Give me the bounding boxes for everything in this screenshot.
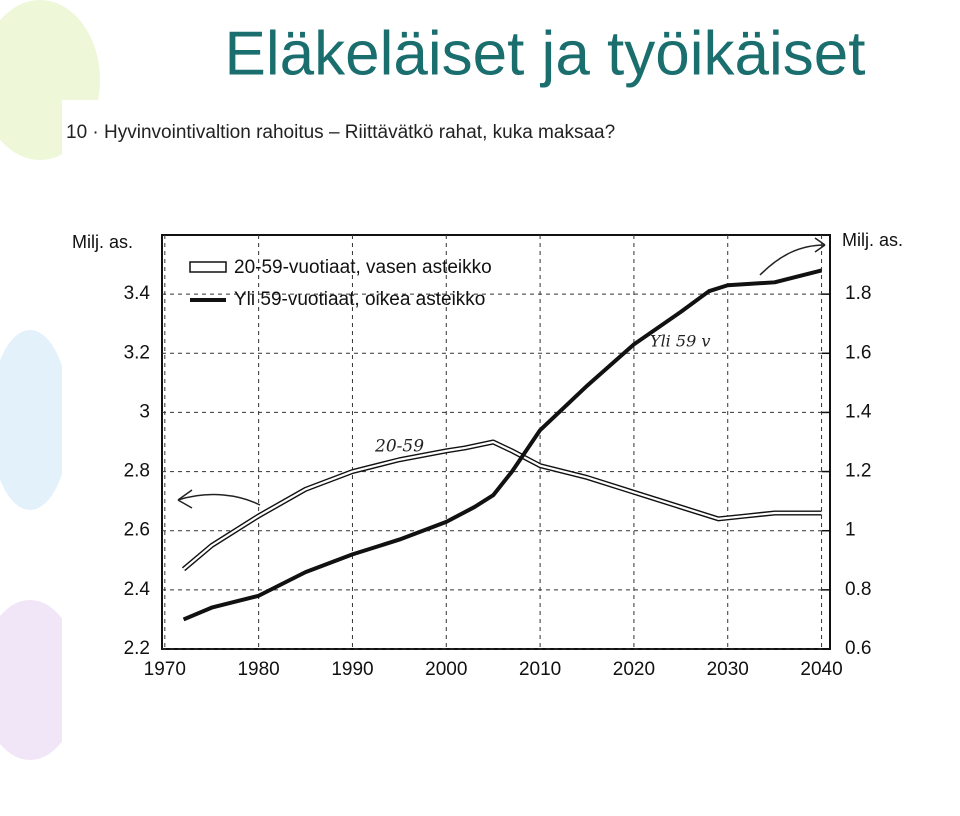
series-line <box>182 268 823 622</box>
y-tick-label: 2.8 <box>124 461 150 482</box>
y-tick-label: 3.2 <box>124 342 150 363</box>
x-tick-label: 1970 <box>144 659 186 680</box>
y2-tick-label: 1 <box>845 520 856 541</box>
decor <box>0 600 80 760</box>
x-tick-label: 2010 <box>519 659 561 680</box>
y-tick-label: 2.4 <box>124 579 151 600</box>
legend-swatch <box>189 261 227 273</box>
y2-tick-label: 1.2 <box>845 461 871 482</box>
x-tick-label: 1980 <box>237 659 279 680</box>
slide-title: Eläkeläiset ja työikäiset <box>225 19 866 88</box>
y2-tick-label: 1.6 <box>845 342 871 363</box>
y2-tick-label: 0.8 <box>845 579 871 600</box>
x-tick-label: 1990 <box>331 659 373 680</box>
y2-tick-label: 1.8 <box>845 283 871 304</box>
annotation: 20-59 <box>374 437 424 457</box>
hand-arrow <box>177 489 261 509</box>
y2-axis-label: Milj. as. <box>842 230 903 250</box>
x-tick-label: 2000 <box>425 659 467 680</box>
x-tick-label: 2040 <box>800 659 842 680</box>
annotation: Yli 59 v <box>650 332 710 351</box>
legend-label: Yli 59-vuotiaat, oikea asteikko <box>234 289 485 310</box>
y-tick-label: 2.6 <box>124 520 150 541</box>
plot: 2.2 2.4 2.6 2.8 3 3.2 3.4 0.6 0.8 1 1.2 1.4 1.6 1.8 19… <box>124 234 872 680</box>
decor <box>0 330 70 510</box>
series-line-inner <box>182 440 822 570</box>
y2-tick-label: 0.6 <box>845 638 871 659</box>
x-tick-label: 2020 <box>613 659 655 680</box>
page-header: 10 · Hyvinvointivaltion rahoitus – Riitt… <box>66 122 615 143</box>
scan <box>62 100 960 811</box>
y-tick-label: 3.4 <box>124 283 151 304</box>
hand-arrow <box>759 237 826 276</box>
y-tick-label: 2.2 <box>124 638 150 659</box>
plot-frame <box>161 234 831 650</box>
y-tick-label: 3 <box>139 401 150 422</box>
y-axis-label: Milj. as. <box>72 232 133 252</box>
legend-label: 20-59-vuotiaat, vasen asteikko <box>234 257 492 278</box>
y2-tick-label: 1.4 <box>845 401 872 422</box>
x-tick-label: 2030 <box>707 659 749 680</box>
